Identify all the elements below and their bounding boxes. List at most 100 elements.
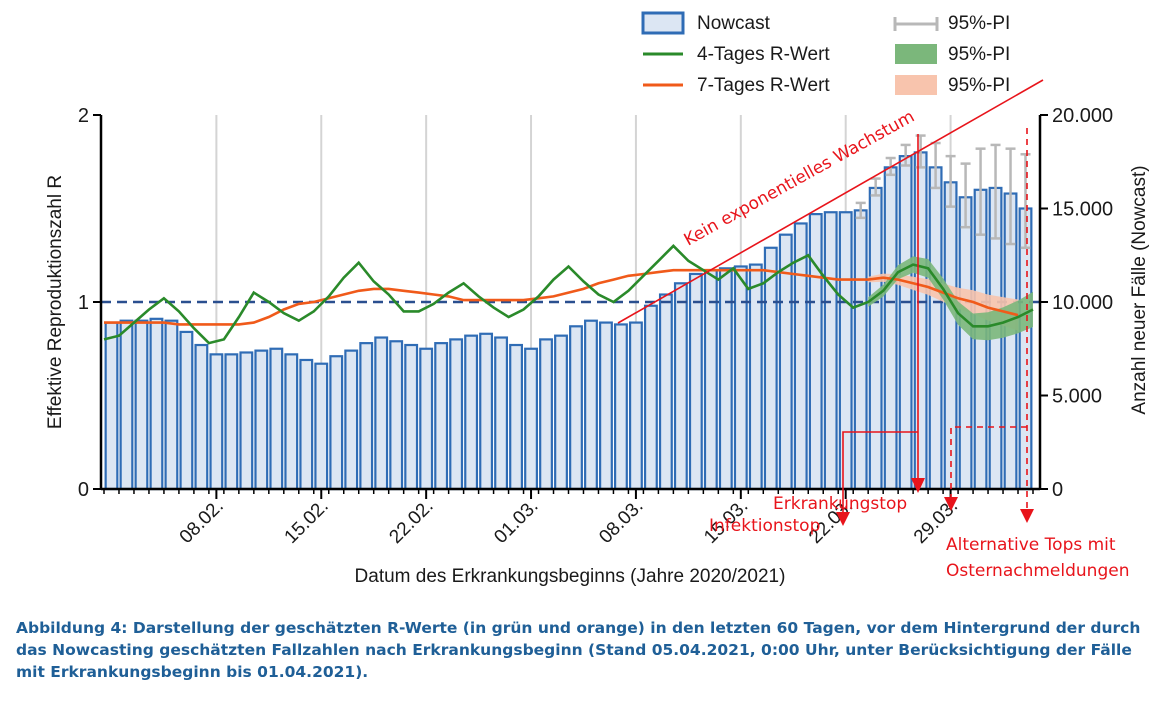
bar — [464, 334, 479, 491]
bar — [119, 319, 134, 491]
legend: Nowcast 4-Tages R-Wert 7-Tages R-Wert 95… — [641, 11, 1010, 96]
pi-errorbar — [990, 143, 1001, 240]
trend-line — [617, 79, 1044, 324]
bar — [239, 351, 254, 491]
pi-errorbar — [870, 177, 881, 197]
bar — [164, 319, 179, 491]
bar — [748, 263, 763, 491]
y-right-tick-label: 20.000 — [1052, 105, 1113, 127]
erkrankungstop-arrow-head — [911, 478, 925, 493]
y-left-tick-label: 1 — [78, 292, 89, 314]
bar — [643, 304, 658, 491]
alt-top-bracket-arrow-head — [944, 497, 958, 511]
r-confidence-bands — [868, 256, 1033, 341]
y-left-tick-label: 2 — [78, 105, 89, 127]
bar — [599, 321, 613, 491]
legend-pi-orange-label: 95%-PI — [948, 75, 1010, 96]
bar — [569, 325, 583, 491]
pi-errorbar — [900, 143, 911, 167]
bar — [524, 347, 538, 491]
r4-line — [103, 244, 1034, 345]
legend-pi-green-label: 95%-PI — [948, 44, 1010, 65]
legend-pi-orange-swatch — [895, 75, 937, 95]
bar — [584, 319, 598, 491]
bar — [509, 343, 524, 491]
legend-pi-green-swatch — [895, 44, 937, 64]
legend-pi-gray-swatch — [893, 17, 939, 31]
nowcast-pi-errorbars — [855, 134, 1031, 250]
bar — [494, 336, 509, 491]
bar — [1018, 207, 1033, 491]
bar — [658, 293, 673, 491]
bar — [539, 338, 553, 491]
r4-confidence-band — [868, 256, 1033, 341]
bar — [628, 321, 643, 491]
pi-errorbar — [945, 154, 956, 208]
alt-tops-label-line1: Alternative Tops mit — [946, 535, 1116, 555]
figure-caption: Abbildung 4: Darstellung der geschätzten… — [16, 619, 1141, 681]
bar — [763, 246, 778, 491]
x-axis-label: Datum des Erkrankungsbeginns (Jahre 2020… — [355, 566, 786, 587]
pi-errorbar — [855, 201, 866, 220]
bar — [314, 362, 329, 491]
x-tick-label: 22.02. — [385, 496, 437, 548]
bar — [554, 334, 568, 491]
y-axis-right-label: Anzahl neuer Fälle (Nowcast) — [1129, 165, 1150, 414]
bar — [299, 358, 314, 491]
bar — [823, 211, 838, 491]
alt-tops-label-line2: Osternachmeldungen — [946, 561, 1129, 581]
bar — [883, 166, 898, 491]
infektionstop-bracket — [842, 431, 918, 516]
bar — [404, 343, 419, 491]
bar — [329, 355, 344, 491]
bar — [434, 342, 449, 491]
bar — [104, 321, 119, 491]
bar — [194, 343, 209, 491]
infektionstop-arrow-head — [836, 512, 850, 526]
bar — [449, 338, 464, 491]
bar — [733, 265, 748, 491]
bar — [224, 353, 239, 491]
bar — [868, 186, 883, 491]
legend-r7-label: 7-Tages R-Wert — [697, 75, 830, 96]
bar — [479, 332, 494, 491]
r-lines — [103, 244, 1034, 345]
y-right-tick-label: 0 — [1052, 479, 1063, 501]
r7-line — [104, 268, 1019, 326]
bar — [254, 349, 269, 491]
bar — [808, 213, 823, 491]
pi-errorbar — [960, 162, 971, 229]
bar — [688, 272, 703, 491]
bar — [853, 209, 868, 491]
bar — [898, 155, 913, 491]
bar — [359, 342, 374, 491]
pi-errorbar — [975, 147, 986, 236]
bar — [793, 222, 808, 491]
x-tick-label: 01.03. — [490, 496, 542, 548]
bar — [269, 347, 284, 491]
y-right-tick-label: 10.000 — [1052, 292, 1113, 314]
y-right-tick-label: 5.000 — [1052, 386, 1102, 408]
pi-errorbar — [1005, 147, 1016, 246]
bar — [928, 166, 943, 491]
y-axis-left-label: Effektive Reproduktionszahl R — [45, 175, 66, 429]
pi-errorbar — [1020, 153, 1031, 250]
bar — [209, 353, 224, 491]
bar — [958, 196, 973, 491]
bar — [179, 330, 194, 491]
bar — [149, 317, 164, 491]
bar — [374, 336, 389, 491]
x-tick-label: 08.02. — [176, 496, 228, 548]
x-tick-label: 15.02. — [281, 496, 333, 548]
alt-top-arrow-head — [1020, 509, 1034, 523]
y-right-tick-label: 15.000 — [1052, 199, 1113, 221]
bar — [344, 349, 359, 491]
erkrankungstop-label: Erkrankungstop — [773, 494, 907, 514]
legend-nowcast-label: Nowcast — [697, 13, 771, 34]
bar — [838, 211, 853, 491]
legend-r4-label: 4-Tages R-Wert — [697, 44, 830, 65]
bar — [389, 340, 404, 491]
chart: 0 1 2 0 5.000 10.000 15.000 20.000 08.02. 15.02. 2… — [45, 11, 1150, 587]
legend-pi-gray-label: 95%-PI — [948, 13, 1010, 34]
alt-top-dashed-bracket — [950, 426, 1027, 499]
